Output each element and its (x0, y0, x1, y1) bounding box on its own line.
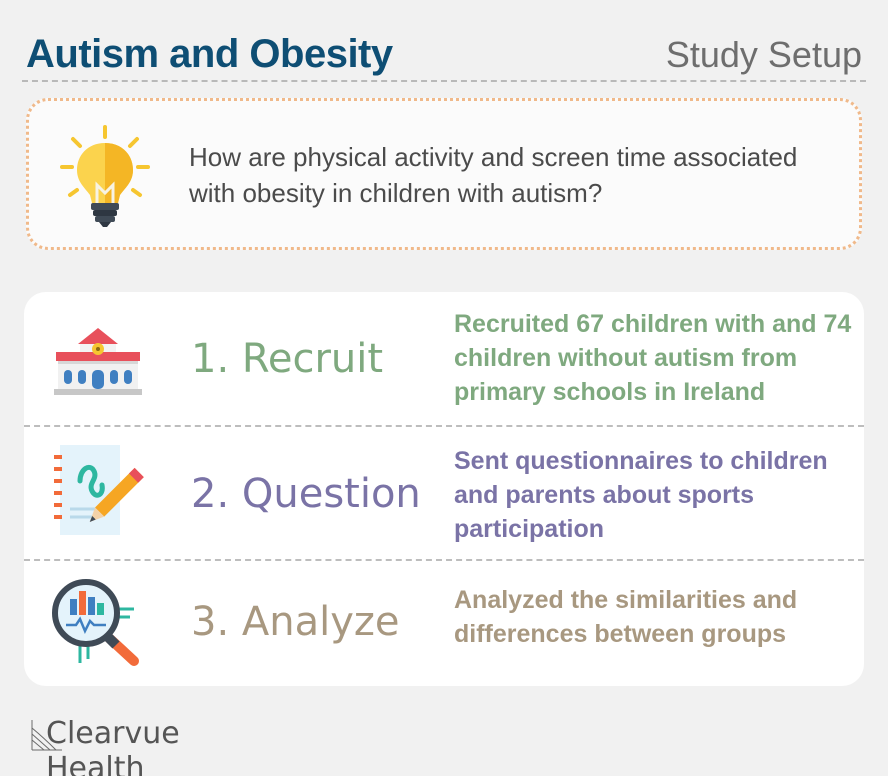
step-description: Analyzed the similarities and difference… (454, 586, 798, 648)
clearvue-logo: Clearvue Health (30, 712, 270, 776)
brand-name: Clearvue Health (46, 716, 180, 776)
questionnaire-pencil-icon (54, 445, 144, 535)
step-description: Sent questionnaires to children and pare… (454, 447, 828, 543)
step-label: 1. Recruit (191, 336, 384, 382)
step-label: 2. Question (191, 471, 421, 517)
magnifier-chart-icon (52, 579, 139, 666)
step-analyze: 3. Analyze Analyzed the similarities and… (24, 559, 864, 686)
step-question: 2. Question Sent questionnaires to child… (24, 425, 864, 559)
school-building-icon (54, 328, 142, 395)
steps-card: 1. Recruit Recruited 67 children with an… (24, 292, 864, 686)
step-recruit: 1. Recruit Recruited 67 children with an… (24, 292, 864, 425)
research-question-box: How are physical activity and screen tim… (26, 98, 862, 250)
clearvue-logo-mark (31, 720, 62, 751)
page-title: Autism and Obesity (26, 32, 393, 76)
header: Autism and Obesity Study Setup (22, 26, 866, 82)
step-description: Recruited 67 children with and 74 childr… (454, 310, 852, 406)
lightbulb-icon (60, 125, 150, 227)
research-question-text: How are physical activity and screen tim… (189, 142, 798, 208)
page-subtitle: Study Setup (665, 34, 862, 75)
step-label: 3. Analyze (191, 599, 400, 645)
